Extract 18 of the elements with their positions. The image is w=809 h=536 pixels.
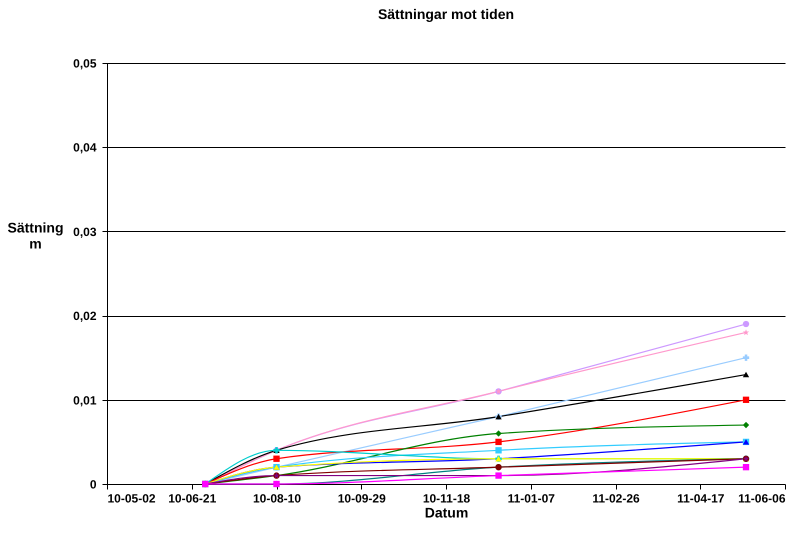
x-axis-title: Datum	[424, 504, 468, 520]
y-tick-label: 0,05	[73, 56, 97, 70]
chart-title: Sättningar mot tiden	[378, 6, 514, 22]
y-tick-label: 0,01	[73, 393, 97, 408]
y-tick-label: 0,02	[73, 309, 97, 324]
x-tick-label: 11-01-07	[508, 492, 556, 506]
y-tick-label: 0,04	[73, 140, 97, 155]
y-axis-title: Sättning m	[8, 220, 64, 252]
x-tick-label: 10-09-29	[338, 492, 386, 506]
x-tick-label: 10-06-21	[168, 492, 217, 506]
x-tick-label: 11-06-06	[738, 492, 786, 506]
y-tick-label: 0	[90, 478, 97, 492]
x-tick-label: 11-04-17	[677, 492, 725, 506]
x-tick-label: 10-11-18	[422, 492, 471, 506]
x-tick-label: 10-05-02	[108, 492, 156, 506]
x-tick-label: 11-02-26	[592, 492, 640, 506]
y-tick-label: 0,03	[73, 224, 97, 239]
x-tick-label: 10-08-10	[252, 492, 302, 506]
